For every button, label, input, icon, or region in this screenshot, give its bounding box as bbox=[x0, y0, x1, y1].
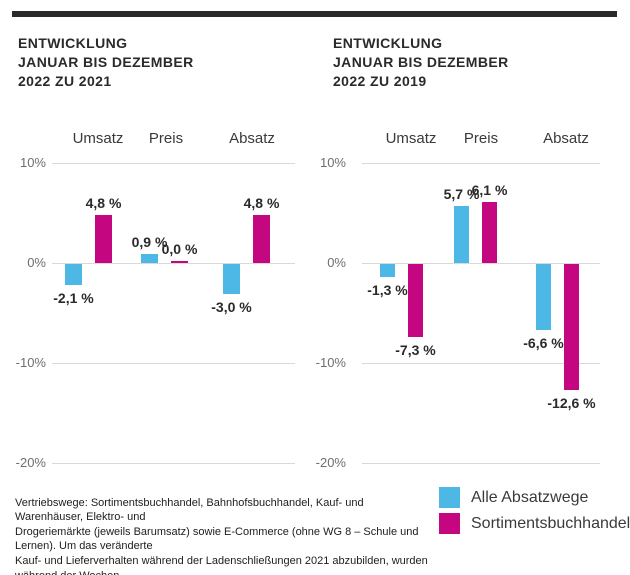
legend-label: Sortimentsbuchhandel bbox=[471, 514, 630, 532]
bar-2022-zu-2019-umsatz-magenta bbox=[408, 264, 423, 337]
bar-value-label: 6,1 % bbox=[471, 182, 508, 198]
legend-label: Alle Absatzwege bbox=[471, 488, 589, 506]
bar-value-label: 0,9 % bbox=[131, 234, 168, 250]
y-axis-tick-label: 10% bbox=[319, 155, 346, 170]
footnote-text: Vertriebswege: Sortimentsbuchhandel, Bah… bbox=[15, 496, 428, 575]
bar-2022-zu-2019-absatz-blue bbox=[536, 264, 551, 330]
gridline-2022-zu-2019 bbox=[362, 363, 600, 364]
category-label-preis: Preis bbox=[148, 130, 184, 147]
gridline-2022-zu-2019 bbox=[362, 463, 600, 464]
y-axis-tick-label: -10% bbox=[315, 355, 346, 370]
legend-swatch-magenta bbox=[439, 513, 460, 534]
bar-2022-zu-2021-absatz-magenta bbox=[253, 215, 270, 263]
gridline-2022-zu-2019 bbox=[362, 163, 600, 164]
category-label-absatz: Absatz bbox=[229, 130, 275, 147]
bar-value-label: 4,8 % bbox=[243, 195, 280, 211]
y-axis-tick-label: -20% bbox=[15, 455, 46, 470]
y-axis-tick-label: -10% bbox=[15, 355, 46, 370]
y-axis-tick-label: 10% bbox=[19, 155, 46, 170]
bar-2022-zu-2021-umsatz-blue bbox=[65, 264, 82, 285]
category-label-umsatz: Umsatz bbox=[385, 130, 437, 147]
gridline-2022-zu-2021 bbox=[52, 463, 295, 464]
bar-2022-zu-2019-preis-blue bbox=[454, 206, 469, 263]
bar-value-label: -12,6 % bbox=[547, 395, 596, 411]
gridline-2022-zu-2021 bbox=[52, 163, 295, 164]
legend-item-sortimentsbuchhandel: Sortimentsbuchhandel bbox=[439, 513, 630, 534]
bar-2022-zu-2019-absatz-magenta bbox=[564, 264, 579, 390]
chart-title-2022-vs-2021: ENTWICKLUNG JANUAR BIS DEZEMBER 2022 ZU … bbox=[18, 35, 194, 89]
y-axis-tick-label: 0% bbox=[327, 255, 346, 270]
category-label-absatz: Absatz bbox=[543, 130, 589, 147]
gridline-2022-zu-2021 bbox=[52, 363, 295, 364]
y-axis-tick-label: -20% bbox=[315, 455, 346, 470]
bar-value-label: -6,6 % bbox=[523, 335, 564, 351]
bar-2022-zu-2021-absatz-blue bbox=[223, 264, 240, 294]
bar-2022-zu-2021-preis-blue bbox=[141, 254, 158, 263]
top-divider-rule bbox=[12, 11, 617, 17]
legend-swatch-blue bbox=[439, 487, 460, 508]
bar-value-label: 0,0 % bbox=[161, 241, 198, 257]
legend-item-alle-absatzwege: Alle Absatzwege bbox=[439, 487, 630, 508]
bar-value-label: -2,1 % bbox=[53, 290, 94, 306]
chart-title-2022-vs-2019: ENTWICKLUNG JANUAR BIS DEZEMBER 2022 ZU … bbox=[333, 35, 509, 89]
footnote: Vertriebswege: Sortimentsbuchhandel, Bah… bbox=[15, 481, 430, 575]
bar-value-label: 4,8 % bbox=[85, 195, 122, 211]
bar-value-label: -1,3 % bbox=[367, 282, 408, 298]
y-axis-tick-label: 0% bbox=[27, 255, 46, 270]
bar-value-label: -3,0 % bbox=[211, 299, 252, 315]
bar-value-label: 5,7 % bbox=[443, 186, 480, 202]
gridline-2022-zu-2021 bbox=[52, 263, 295, 264]
bar-2022-zu-2021-preis-magenta bbox=[171, 261, 188, 263]
legend: Alle Absatzwege Sortimentsbuchhandel bbox=[439, 487, 630, 534]
bar-value-label: -7,3 % bbox=[395, 342, 436, 358]
bar-2022-zu-2019-preis-magenta bbox=[482, 202, 497, 263]
category-label-umsatz: Umsatz bbox=[72, 130, 124, 147]
gridline-2022-zu-2019 bbox=[362, 263, 600, 264]
bar-2022-zu-2019-umsatz-blue bbox=[380, 264, 395, 277]
category-label-preis: Preis bbox=[463, 130, 499, 147]
bar-2022-zu-2021-umsatz-magenta bbox=[95, 215, 112, 263]
